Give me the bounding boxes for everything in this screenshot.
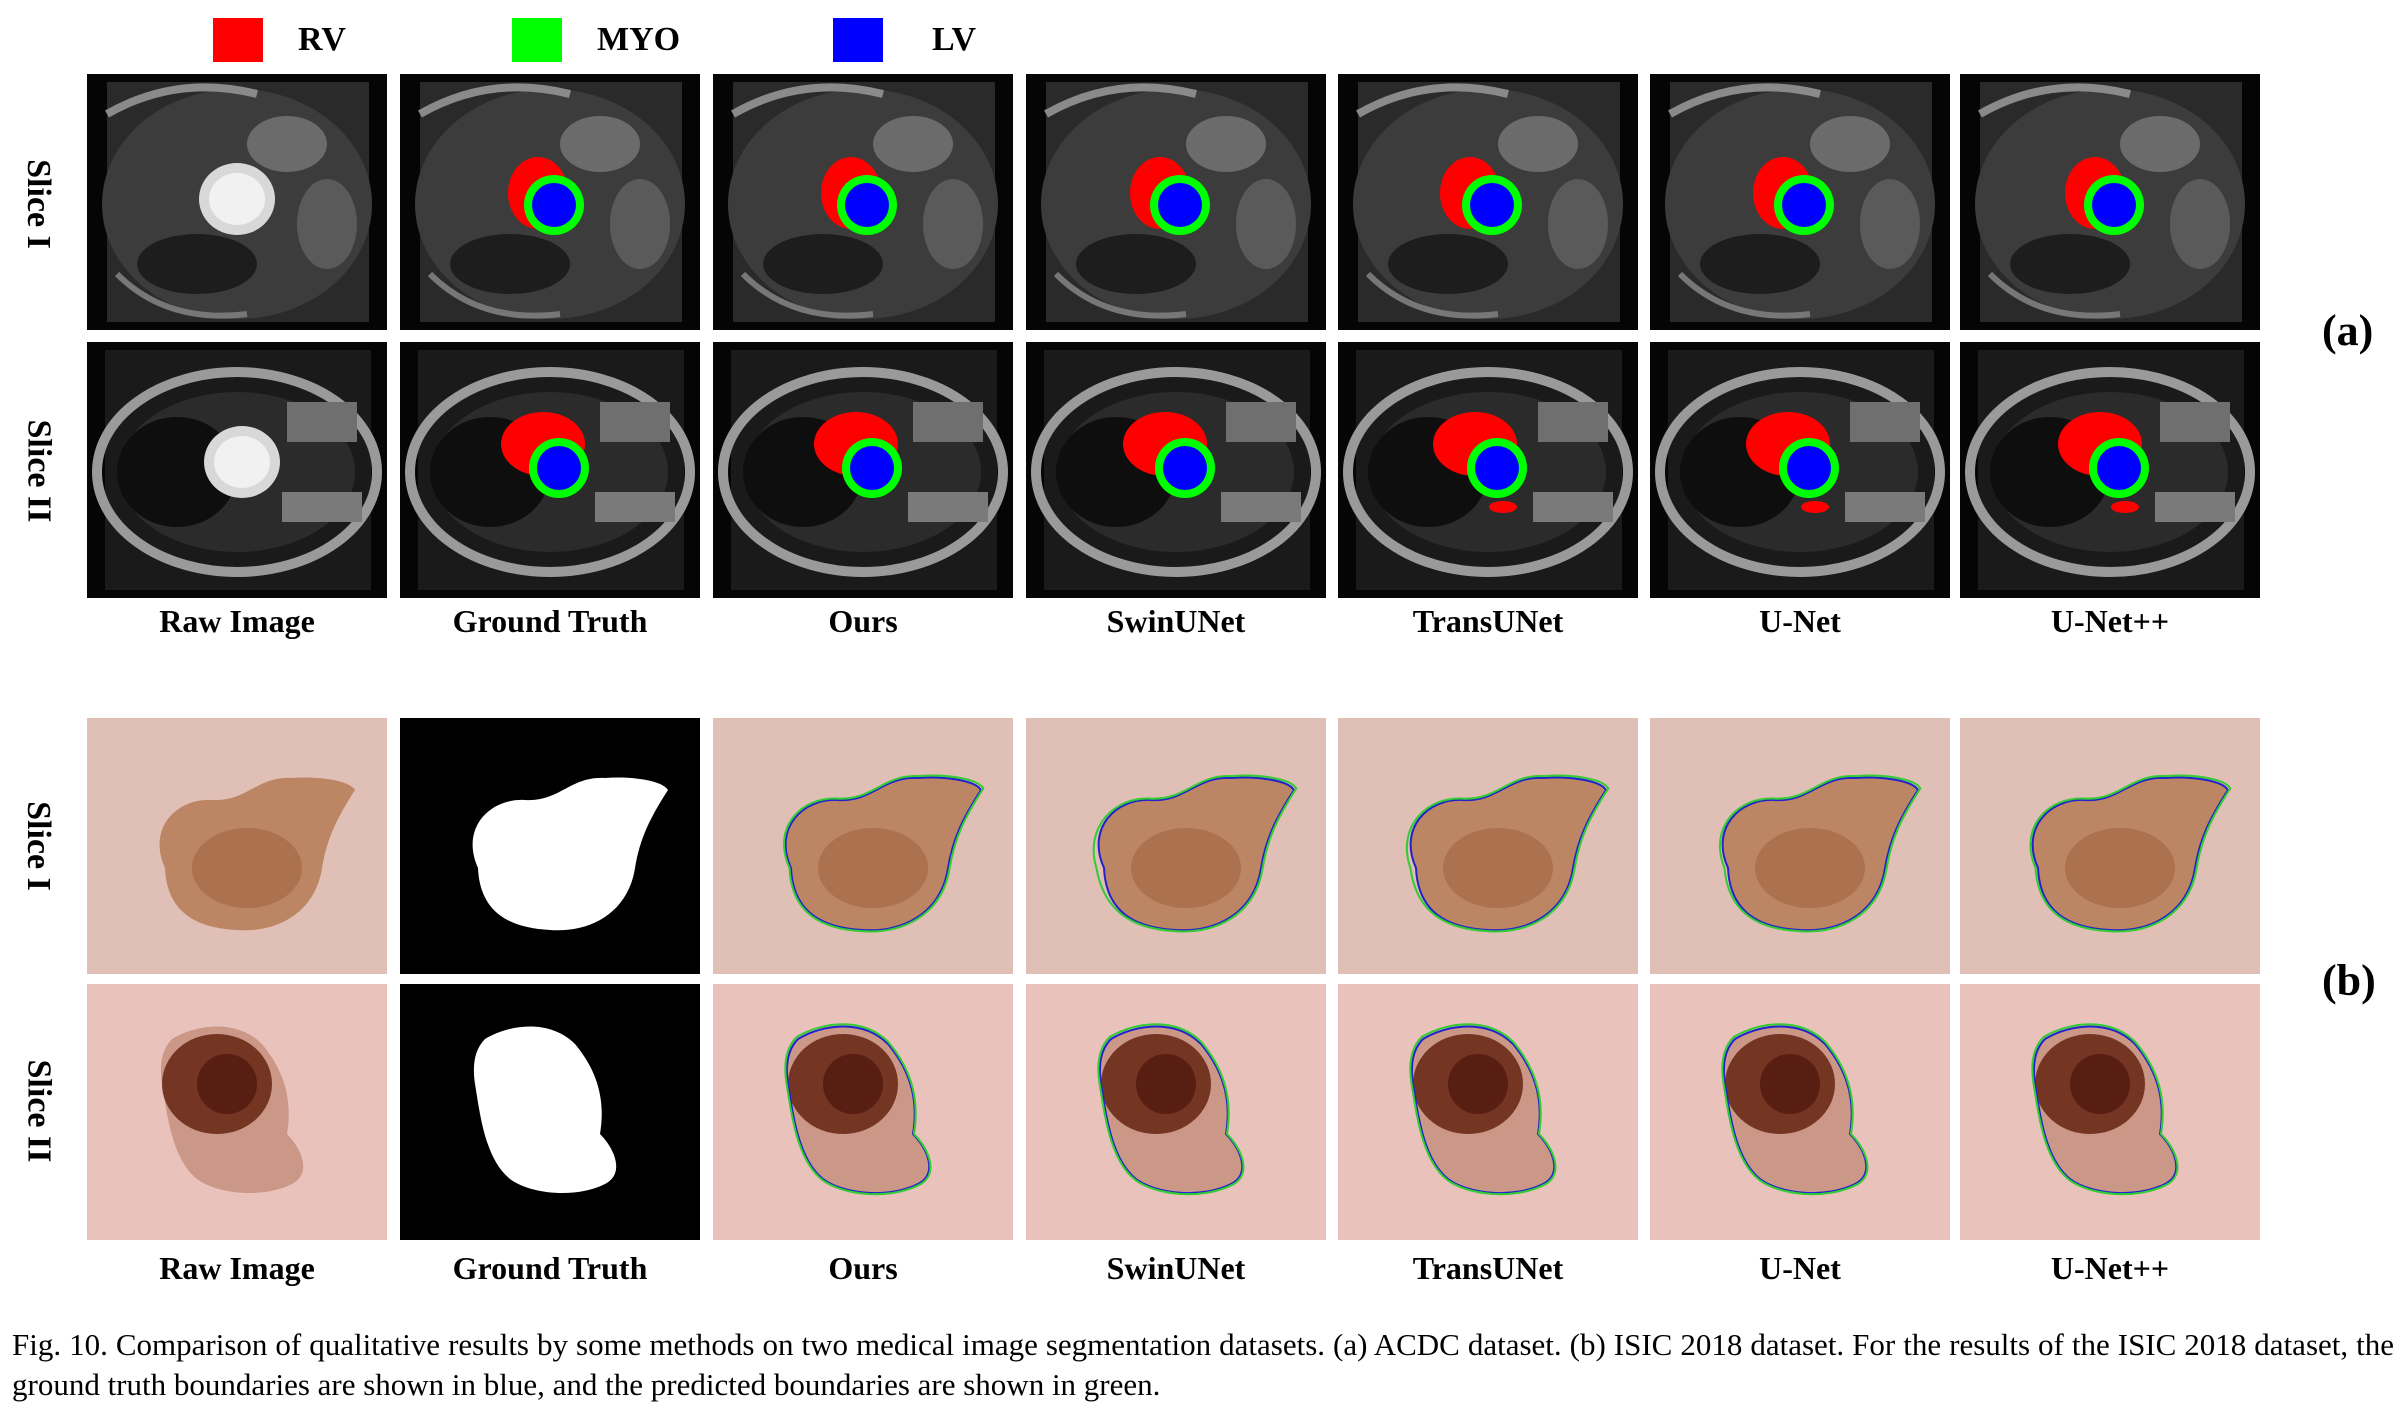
isic-column-label-raw-image: Raw Image [159, 1250, 315, 1286]
isic-slice-2-ground-truth-image [400, 984, 700, 1240]
isic-column-label-u-net: U-Net [1759, 1250, 1841, 1286]
acdc-slice-1-transunet-image [1338, 74, 1638, 330]
isic-slice-2-swinunet-image [1026, 984, 1326, 1240]
acdc-slice-2-transunet-image [1338, 342, 1638, 598]
acdc-slice-2-ours-image [713, 342, 1013, 598]
acdc-slice-2-u-net-image [1650, 342, 1950, 598]
isic-slice-1-u-net-image [1650, 718, 1950, 974]
legend-label-myo: MYO [597, 21, 681, 58]
acdc-slice-1-ours-image [713, 74, 1013, 330]
row-label-a-slice-2: Slice II [20, 419, 58, 523]
part-label-b: (b) [2322, 956, 2376, 1005]
isic-slice-1-transunet-image [1338, 718, 1638, 974]
isic-slice-1-raw-image-image [87, 718, 387, 974]
isic-slice-1-u-net-plus-plus-image [1960, 718, 2260, 974]
figure-caption: Fig. 10. Comparison of qualitative resul… [12, 1327, 2394, 1402]
legend-label-lv: LV [932, 21, 977, 58]
isic-slice-1-ours-image [713, 718, 1013, 974]
isic-column-label-u-net-plus-plus: U-Net++ [2050, 1250, 2170, 1286]
acdc-slice-2-raw-image-image [87, 342, 387, 598]
legend-swatch-rv [213, 18, 263, 62]
acdc-slice-1-swinunet-image [1026, 74, 1326, 330]
isic-slice-2-transunet-image [1338, 984, 1638, 1240]
acdc-column-label-ours: Ours [828, 603, 898, 639]
acdc-slice-1-u-net-image [1650, 74, 1950, 330]
isic-column-label-swinunet: SwinUNet [1106, 1250, 1246, 1286]
isic-slice-1-swinunet-image [1026, 718, 1326, 974]
isic-column-label-ground-truth: Ground Truth [452, 1250, 648, 1286]
isic-slice-1-ground-truth-image [400, 718, 700, 974]
acdc-slice-2-u-net-plus-plus-image [1960, 342, 2260, 598]
acdc-column-label-ground-truth: Ground Truth [452, 603, 648, 639]
acdc-slice-1-ground-truth-image [400, 74, 700, 330]
acdc-column-label-raw-image: Raw Image [159, 603, 315, 639]
acdc-column-label-u-net-plus-plus: U-Net++ [2050, 603, 2170, 639]
legend-swatch-lv [833, 18, 883, 62]
row-label-b-slice-2: Slice II [20, 1059, 58, 1163]
isic-column-label-transunet: TransUNet [1412, 1250, 1564, 1286]
acdc-column-label-transunet: TransUNet [1412, 603, 1564, 639]
isic-slice-2-ours-image [713, 984, 1013, 1240]
acdc-slice-2-ground-truth-image [400, 342, 700, 598]
acdc-column-label-swinunet: SwinUNet [1106, 603, 1246, 639]
isic-slice-2-u-net-image [1650, 984, 1950, 1240]
isic-column-label-ours: Ours [828, 1250, 898, 1286]
row-label-b-slice-1: Slice I [20, 801, 57, 891]
isic-slice-2-raw-image-image [87, 984, 387, 1240]
part-label-a: (a) [2322, 306, 2374, 355]
acdc-slice-1-u-net-plus-plus-image [1960, 74, 2260, 330]
acdc-column-label-u-net: U-Net [1759, 603, 1841, 639]
legend-swatch-myo [512, 18, 562, 62]
acdc-slice-1-raw-image-image [87, 74, 387, 330]
isic-slice-2-u-net-plus-plus-image [1960, 984, 2260, 1240]
legend-label-rv: RV [298, 21, 346, 58]
row-label-a-slice-1: Slice I [20, 159, 57, 249]
acdc-slice-2-swinunet-image [1026, 342, 1326, 598]
